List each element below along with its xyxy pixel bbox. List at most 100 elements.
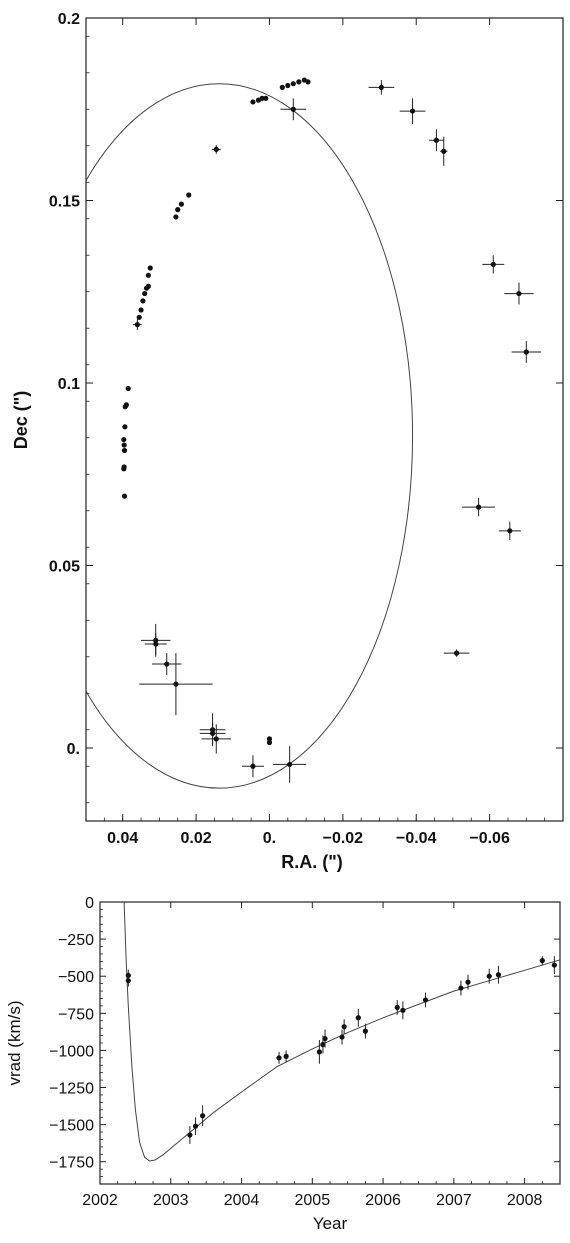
orbit-point: [123, 402, 129, 408]
velocity-point: [422, 997, 429, 1003]
velocity-y-tick-label: −1750: [49, 1155, 94, 1172]
velocity-y-tick-label: −750: [58, 1006, 94, 1023]
velocity-x-tick-label: 2003: [153, 1192, 189, 1209]
velocity-y-tick-label: −1000: [49, 1043, 94, 1060]
velocity-point: [341, 1024, 347, 1030]
velocity-point: [362, 1028, 368, 1034]
orbit-point: [263, 95, 269, 101]
orbit-point: [285, 82, 291, 89]
velocity-x-tick-label: 2008: [507, 1192, 543, 1209]
orbit-point: [266, 736, 273, 742]
velocity-x-ticks: 2002 2003 2004 2005 2006 2007 2008: [82, 902, 543, 1209]
velocity-point: [125, 978, 131, 984]
orbit-x-tick-label: −0.06: [469, 830, 510, 847]
orbit-point: [121, 442, 127, 448]
velocity-model-curve: [123, 902, 560, 1162]
velocity-x-axis-title: Year: [313, 1214, 348, 1233]
orbit-y-tick-label: 0.15: [49, 194, 80, 211]
orbit-point: [138, 307, 144, 313]
orbit-x-ticks: 0.04 0.02 0. −0.02 −0.04 −0.06: [103, 18, 546, 847]
orbit-point: [409, 108, 416, 114]
orbit-point: [121, 447, 128, 454]
orbit-point: [209, 730, 216, 737]
orbit-point: [490, 261, 496, 267]
velocity-point: [200, 1113, 206, 1119]
velocity-point: [187, 1132, 193, 1138]
velocity-y-ticks: 0 −250 −500 −750 −1000 −1250 −1500 −1750: [49, 895, 560, 1177]
orbit-x-axis-title: R.A. ("): [281, 852, 343, 872]
velocity-point: [283, 1053, 289, 1059]
orbit-x-tick-label: 0.04: [107, 830, 138, 847]
orbit-point: [147, 265, 153, 271]
velocity-point: [394, 1004, 400, 1010]
orbit-y-tick-label: 0.1: [58, 376, 80, 393]
velocity-points: [125, 956, 557, 1144]
orbit-y-tick-label: 0.05: [49, 559, 80, 576]
orbit-point: [178, 201, 184, 207]
orbit-point: [378, 84, 384, 90]
velocity-point: [322, 1035, 328, 1042]
orbit-point: [140, 298, 146, 304]
orbit-point: [122, 424, 128, 430]
orbit-point: [266, 739, 273, 746]
velocity-x-tick-label: 2007: [436, 1192, 472, 1209]
velocity-chart: 2002 2003 2004 2005 2006 2007 2008 0 −250 −500 −7…: [5, 895, 561, 1233]
velocity-point: [400, 1007, 406, 1013]
orbit-point: [121, 436, 127, 443]
orbit-point: [136, 314, 142, 320]
orbit-y-axis-title: Dec ("): [11, 391, 31, 450]
velocity-point: [495, 972, 502, 978]
orbit-point: [507, 528, 513, 534]
velocity-point: [486, 973, 492, 979]
velocity-y-tick-label: 0: [85, 895, 94, 912]
orbit-point: [259, 95, 265, 101]
velocity-point: [458, 985, 464, 991]
velocity-point: [192, 1123, 199, 1129]
orbit-chart: 0.04 0.02 0. −0.02 −0.04 −0.06 0.0.050.10.150…: [11, 11, 564, 872]
velocity-y-tick-label: −1500: [49, 1118, 94, 1135]
orbit-point: [121, 464, 127, 470]
orbit-point: [173, 681, 179, 687]
orbit-y-ticks: 0. 0.05 0.1 0.15 0.2: [49, 11, 563, 804]
orbit-points: [121, 77, 541, 783]
velocity-point: [316, 1049, 322, 1055]
orbit-point: [213, 736, 219, 742]
velocity-plot-frame: [99, 901, 561, 1185]
velocity-point: [539, 958, 545, 964]
velocity-point: [276, 1055, 282, 1061]
velocity-y-tick-label: −500: [58, 969, 94, 986]
orbit-point: [164, 661, 170, 667]
orbit-ellipse: [86, 83, 414, 789]
orbit-point: [250, 763, 256, 769]
orbit-point: [279, 84, 285, 90]
orbit-point: [290, 81, 296, 87]
orbit-x-tick-label: 0.02: [181, 830, 212, 847]
velocity-x-tick-label: 2002: [82, 1192, 118, 1209]
orbit-point: [287, 761, 293, 768]
velocity-point: [551, 962, 557, 968]
orbit-y-tick-label: 0.2: [58, 11, 80, 28]
orbit-x-tick-label: −0.04: [396, 830, 437, 847]
velocity-x-tick-label: 2005: [295, 1192, 331, 1209]
velocity-x-tick-label: 2006: [365, 1192, 401, 1209]
velocity-y-tick-label: −250: [58, 932, 94, 949]
orbit-point: [441, 148, 447, 154]
orbit-point: [250, 99, 256, 105]
orbit-point: [121, 493, 128, 499]
velocity-point: [320, 1041, 326, 1048]
orbit-point: [134, 322, 140, 328]
orbit-point: [186, 192, 192, 198]
orbit-point: [145, 283, 151, 289]
orbit-plot-frame: [85, 17, 564, 822]
orbit-x-tick-label: 0.: [263, 830, 276, 847]
orbit-point: [125, 385, 131, 392]
orbit-point: [142, 290, 148, 297]
orbit-point: [476, 504, 482, 510]
velocity-point: [465, 979, 471, 985]
orbit-point: [433, 137, 440, 143]
velocity-y-axis-title: vrad (km/s): [5, 1001, 24, 1086]
orbit-point: [453, 650, 460, 656]
velocity-y-tick-label: −1250: [49, 1081, 94, 1098]
orbit-point: [290, 106, 296, 112]
